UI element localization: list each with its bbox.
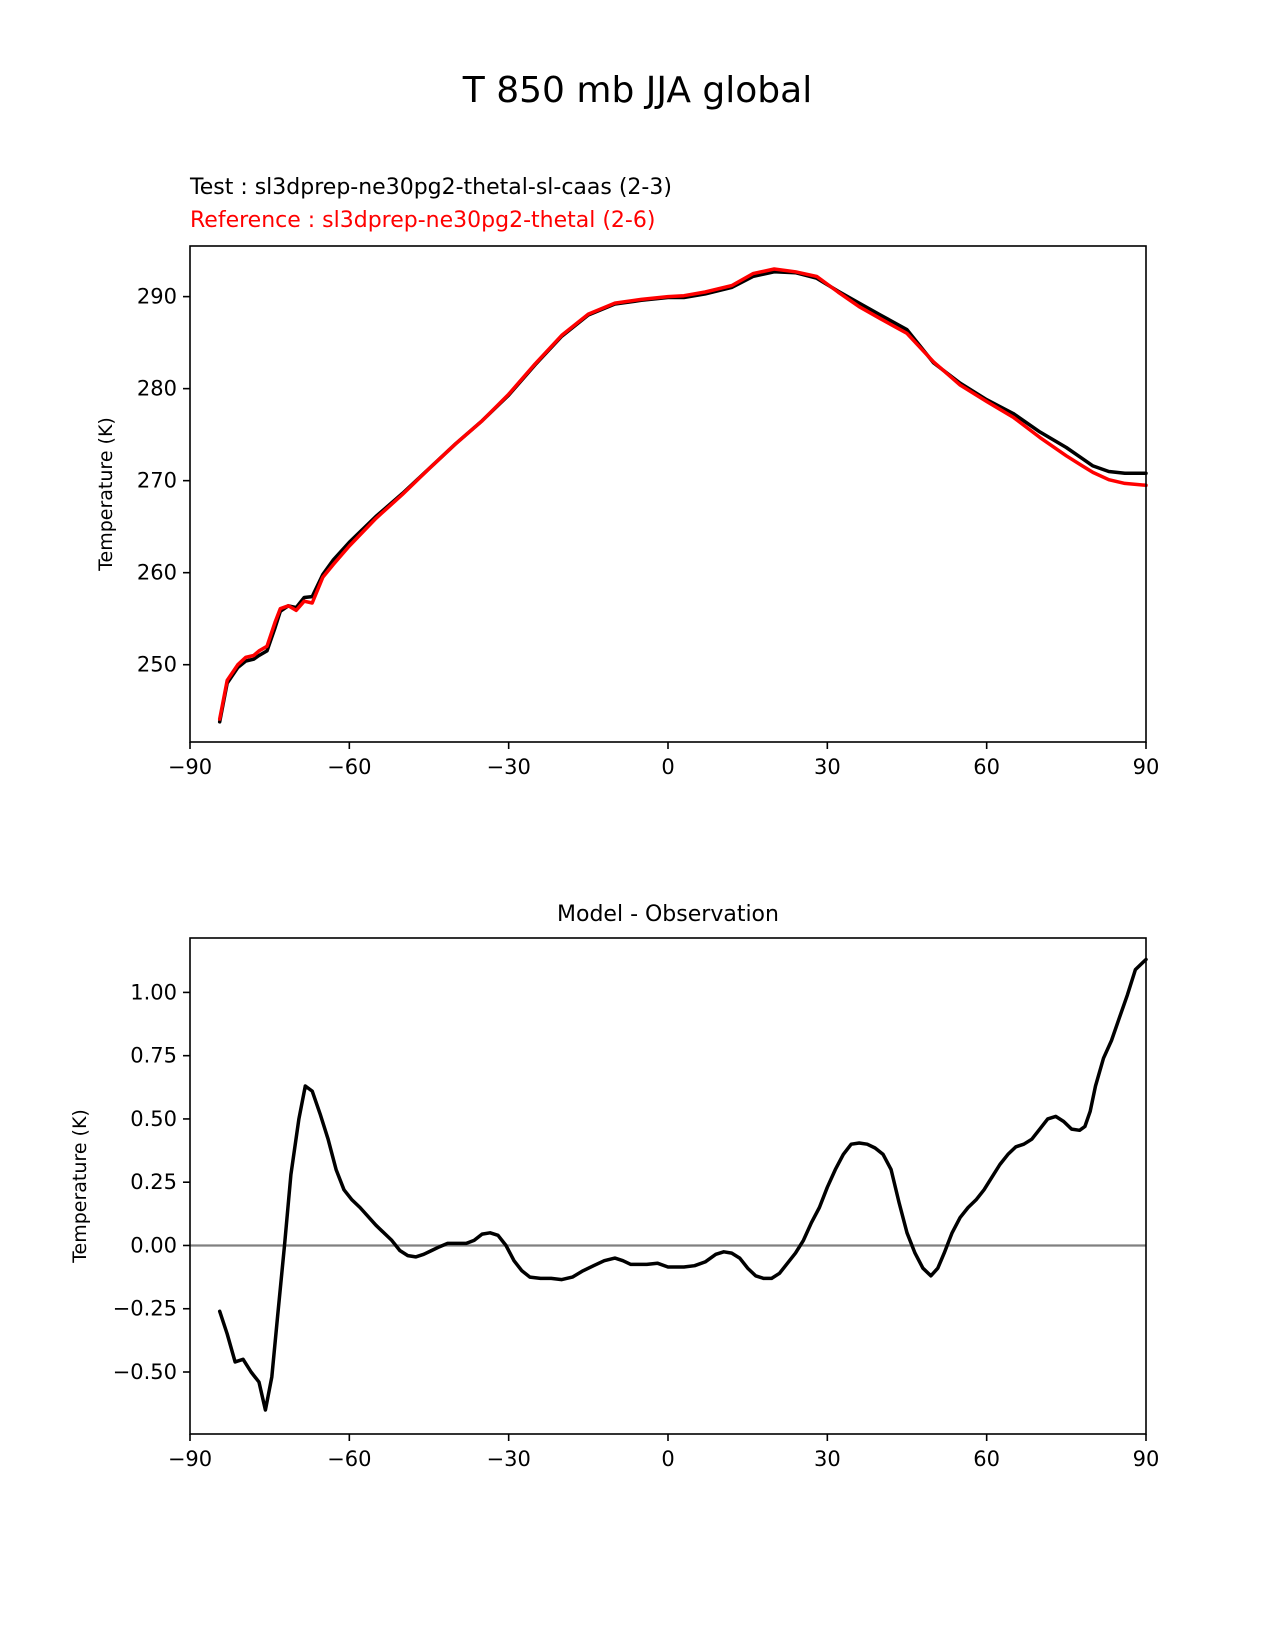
x-tick-label: 0 [661, 755, 674, 779]
series-line-test [217, 270, 1148, 724]
y-axis-label: Temperature (K) [69, 1109, 91, 1264]
y-tick-label: 260 [137, 561, 177, 585]
x-tick-label: −90 [168, 755, 212, 779]
x-tick-label: −90 [168, 1447, 212, 1471]
x-tick-label: 30 [814, 1447, 841, 1471]
y-tick-label: 0.50 [130, 1107, 177, 1131]
series-line-reference [217, 267, 1148, 721]
y-tick-label: 0.00 [130, 1233, 177, 1257]
x-tick-label: 30 [814, 755, 841, 779]
x-tick-label: 60 [973, 1447, 1000, 1471]
page-title: T 850 mb JJA global [462, 70, 813, 111]
x-tick-label: 90 [1133, 1447, 1160, 1471]
legend-reference-label: Reference : sl3dprep-ne30pg2-thetal (2-6… [190, 208, 656, 233]
x-tick-label: −60 [327, 1447, 371, 1471]
x-tick-label: −30 [487, 1447, 531, 1471]
y-tick-label: 270 [137, 469, 177, 493]
x-tick-label: 0 [661, 1447, 674, 1471]
y-tick-label: 0.75 [130, 1044, 177, 1068]
x-tick-label: 90 [1133, 755, 1160, 779]
y-tick-label: 1.00 [130, 980, 177, 1004]
y-tick-label: 250 [137, 653, 177, 677]
y-tick-label: −0.25 [113, 1297, 177, 1321]
legend-test-label: Test : sl3dprep-ne30pg2-thetal-sl-caas (… [190, 175, 672, 200]
y-tick-label: 0.25 [130, 1170, 177, 1194]
x-tick-label: 60 [973, 755, 1000, 779]
x-tick-label: −30 [487, 755, 531, 779]
y-tick-label: 290 [137, 285, 177, 309]
y-tick-label: 280 [137, 377, 177, 401]
x-tick-label: −60 [327, 755, 371, 779]
subplot-title: Model - Observation [557, 902, 779, 927]
y-axis-label: Temperature (K) [95, 417, 117, 572]
plot-frame [189, 937, 1147, 1435]
y-tick-label: −0.50 [113, 1360, 177, 1384]
series-line-difference [217, 957, 1148, 1412]
plot-frame [189, 245, 1147, 743]
